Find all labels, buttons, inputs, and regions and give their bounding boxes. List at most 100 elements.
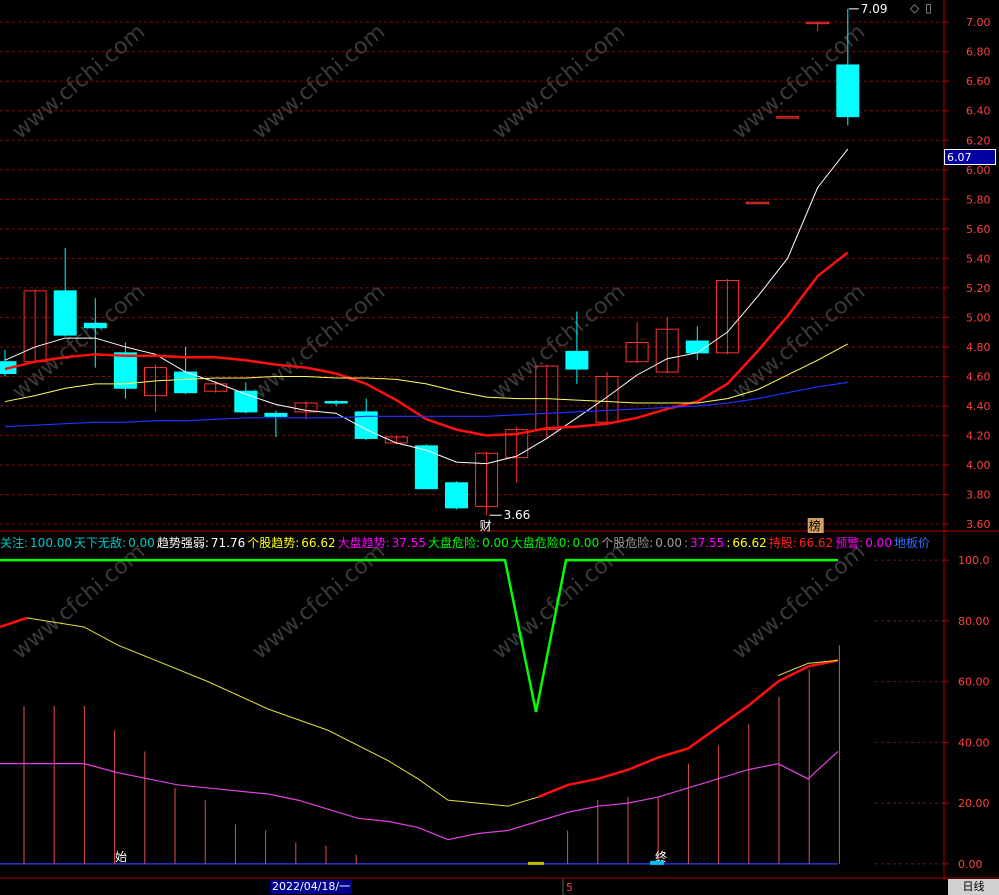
- candle-body: [625, 342, 649, 363]
- indicator-yellow-line: [0, 617, 839, 807]
- watermark-text: www.cfchi.com: [488, 279, 630, 404]
- indicator-green-line: [0, 558, 838, 713]
- watermark-text: www.cfchi.com: [488, 19, 630, 144]
- candle-body: [715, 280, 739, 354]
- indicator-tick-label: 80.00: [958, 615, 990, 628]
- legend-item-1: 100.00: [30, 536, 73, 550]
- candle-body: [505, 429, 529, 459]
- indicator-red-line: [537, 659, 839, 799]
- high-label: 7.09: [861, 2, 888, 16]
- price-tick-label: 6.60: [966, 75, 991, 88]
- price-tick-label: 4.60: [966, 370, 991, 383]
- watermark-text: www.cfchi.com: [248, 539, 390, 664]
- period-tab[interactable]: 日线: [948, 879, 999, 895]
- ma-line-yellow: [4, 343, 849, 404]
- candle-body: [445, 482, 468, 509]
- start-label: 始: [115, 850, 127, 864]
- indicator-legend: 关注: 100.00 天下无敌: 0.00 趋势强弱: 71.76 个股趋势: 66.62 大盘…: [0, 534, 944, 552]
- legend-item-22: 预警:: [835, 536, 864, 550]
- candle-body: [324, 401, 348, 404]
- indicator-tick-label: 100.0: [958, 554, 990, 567]
- indicator-tick-label: 40.00: [958, 736, 990, 749]
- window-controls[interactable]: ◇ ▯: [910, 1, 938, 15]
- price-tick-label: 5.80: [966, 193, 991, 206]
- candle-body: [83, 322, 107, 329]
- bang-marker: 榜: [809, 518, 821, 533]
- indicator-yellow-tail: [777, 659, 839, 677]
- price-tick-label: 5.00: [966, 311, 991, 324]
- legend-item-9: 37.55: [391, 536, 427, 550]
- legend-item-19: 66.62: [732, 536, 767, 550]
- legend-item-15: 0.00: [655, 536, 682, 550]
- candle-body: [113, 352, 137, 389]
- candle-body: [264, 412, 288, 417]
- price-tick-label: 6.00: [966, 164, 991, 177]
- candle-body: [655, 328, 679, 373]
- candle-body: [414, 445, 438, 490]
- legend-item-20: 持股:: [768, 536, 797, 550]
- price-tick-label: 6.20: [966, 134, 991, 147]
- candle-body: [53, 290, 77, 336]
- price-tick-label: 4.20: [966, 430, 991, 443]
- price-tick-label: 5.20: [966, 282, 991, 295]
- candle-body: [475, 452, 499, 507]
- legend-item-16: :: [683, 536, 689, 550]
- legend-item-10: 大盘危险:: [428, 536, 481, 550]
- candle-body: [565, 350, 589, 370]
- candle-body: [776, 116, 800, 119]
- date-tag: 2022/04/18/一: [270, 880, 353, 894]
- indicator-magenta-line: [0, 751, 839, 841]
- watermark-text: www.cfchi.com: [8, 539, 150, 664]
- legend-item-21: 66.62: [798, 536, 834, 550]
- legend-item-3: 0.00: [128, 536, 155, 550]
- ma-line-white: [4, 148, 849, 465]
- end-label: 终: [655, 849, 667, 864]
- price-tick-label: 6.40: [966, 105, 991, 118]
- price-tick-label: 3.80: [966, 489, 991, 502]
- legend-item-8: 大盘趋势:: [337, 536, 390, 550]
- legend-item-0: 关注:: [0, 536, 29, 550]
- legend-item-7: 66.62: [301, 536, 336, 550]
- indicator-marker-end: [650, 860, 664, 865]
- diamond-icon[interactable]: ◇: [910, 1, 920, 15]
- candle-body: [535, 365, 559, 431]
- candle-body: [685, 340, 709, 354]
- indicator-tick-label: 20.00: [958, 797, 990, 810]
- legend-item-6: 个股趋势:: [247, 536, 300, 550]
- cai-marker: 财: [480, 519, 492, 533]
- indicator-red-start: [0, 616, 28, 629]
- legend-item-17: 37.55: [690, 536, 725, 550]
- price-tick-label: 4.00: [966, 459, 991, 472]
- candle-body: [746, 201, 769, 205]
- low-label: 3.66: [504, 508, 531, 522]
- window-icon[interactable]: ▯: [925, 1, 932, 15]
- watermark-text: www.cfchi.com: [248, 19, 390, 144]
- watermark-text: www.cfchi.com: [728, 539, 870, 664]
- legend-item-4: 趋势强弱:: [156, 536, 209, 550]
- current-price-tag: 6.07: [944, 149, 996, 165]
- cursor-marker: 5: [566, 881, 573, 894]
- ma-line-blue: [4, 381, 848, 428]
- watermark-text: www.cfchi.com: [8, 19, 150, 144]
- ma-line-red: [4, 251, 849, 437]
- candle-body: [294, 402, 318, 413]
- price-tick-label: 4.80: [966, 341, 991, 354]
- price-tick-label: 5.40: [966, 252, 991, 265]
- price-tick-label: 4.40: [966, 400, 991, 413]
- legend-item-23: 0.00: [865, 536, 892, 550]
- legend-item-14: 个股危险:: [601, 536, 654, 550]
- legend-item-12: 大盘危险0:: [510, 536, 571, 550]
- legend-item-24: 地板价: [893, 536, 930, 550]
- legend-item-2: 天下无敌:: [74, 536, 127, 550]
- price-tick-label: 6.80: [966, 46, 991, 59]
- indicator-tick-label: 0.00: [958, 858, 983, 871]
- indicator-marker-small: [528, 861, 544, 865]
- legend-item-5: 71.76: [210, 536, 246, 550]
- indicator-tick-label: 60.00: [958, 676, 990, 689]
- price-tick-label: 5.60: [966, 223, 991, 236]
- candle-body: [806, 21, 830, 25]
- candle-body: [836, 64, 860, 118]
- price-tick-label: 3.60: [966, 518, 991, 531]
- legend-item-18: :: [726, 536, 731, 550]
